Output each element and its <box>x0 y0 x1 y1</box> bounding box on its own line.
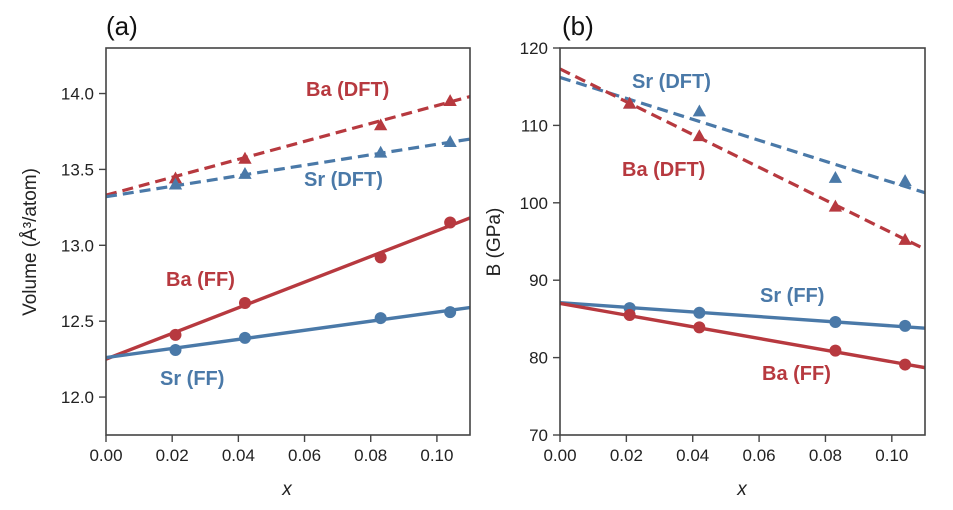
panel-b-frame <box>559 47 926 436</box>
panel-b-x-tick-label: 0.08 <box>809 446 842 465</box>
panel-a-point-sr-dft <box>168 177 183 190</box>
panel-a-point-sr-dft <box>443 135 457 147</box>
panel-b-point-ba-ff <box>693 321 706 334</box>
panel-a-x-tick-label: 0.10 <box>420 446 453 465</box>
panel-a-x-axis-label: x <box>281 479 293 500</box>
panel-b-y-tick-label: 120 <box>520 39 548 58</box>
panel-a: (a) 0.00 0.02 0.04 0.06 0.08 0.10 12.0 12.5 13.0… <box>20 11 471 500</box>
panel-b-label-ba-ff: Ba (FF) <box>762 363 831 385</box>
panel-a-point-sr-ff <box>444 306 457 319</box>
panel-b-fit-line-ba-dft <box>560 67 925 251</box>
panel-b-point-ba-dft <box>623 96 637 109</box>
panel-a-y-axis-label: Volume (Å³/atom) <box>20 168 41 316</box>
panel-a-y-tick-label: 13.0 <box>61 236 94 255</box>
panel-b-y-tick-label: 110 <box>521 116 548 135</box>
panel-a-fit-line-sr-dft <box>106 137 470 199</box>
panel-b-point-sr-ff <box>899 319 912 332</box>
panel-a-y-tick-label: 12.5 <box>61 312 94 331</box>
panel-a-fit-line-sr-ff <box>106 305 470 360</box>
panel-b-point-ba-dft <box>828 199 843 212</box>
panel-b-y-axis-label: B (GPa) <box>484 208 505 277</box>
panel-b-x-tick-label: 0.06 <box>743 446 776 465</box>
panel-b-y-tick-label: 80 <box>529 349 548 368</box>
panel-b-point-ba-dft <box>692 129 707 142</box>
panel-a-point-ba-dft <box>168 171 183 184</box>
panel-b: (b) 0.00 0.02 0.04 0.06 0.08 0.10 70 80 90 100 110… <box>484 11 926 500</box>
panel-b-point-sr-dft <box>828 171 843 183</box>
panel-a-point-ba-ff <box>169 328 182 341</box>
panel-b-fit-line-ba-ff <box>560 301 925 370</box>
panel-a-point-ba-ff <box>444 216 457 229</box>
panel-a-point-sr-ff <box>169 344 182 357</box>
panel-a-y-tick-label: 13.5 <box>61 160 94 179</box>
panel-a-y-tick-label: 12.0 <box>61 388 94 407</box>
panel-b-y-tick-label: 90 <box>529 271 548 290</box>
panel-a-point-ba-dft <box>443 94 457 107</box>
panel-a-point-ba-ff <box>238 296 251 309</box>
panel-a-axes: 0.00 0.02 0.04 0.06 0.08 0.10 12.0 12.5 13.0 13.5… <box>61 47 471 465</box>
panel-b-fit-line-sr-dft <box>560 75 925 195</box>
panel-b-point-sr-ff <box>829 315 842 328</box>
panel-b-y-tick-label: 100 <box>520 194 548 213</box>
panel-a-fit-line-ba-dft <box>106 95 470 197</box>
panel-b-point-ba-ff <box>623 309 636 322</box>
panel-a-fit-lines <box>106 95 470 361</box>
panel-a-x-tick-label: 0.04 <box>222 446 255 465</box>
panel-b-point-sr-dft <box>898 174 912 187</box>
panel-b-y-tick-label: 70 <box>529 426 548 445</box>
panel-a-label: (a) <box>106 11 138 41</box>
panel-b-label: (b) <box>562 11 594 41</box>
panel-b-label-sr-ff: Sr (FF) <box>760 285 824 307</box>
panel-a-y-tick-label: 14.0 <box>61 85 94 104</box>
panel-a-fit-line-ba-ff <box>106 216 470 361</box>
panel-b-point-sr-dft <box>692 104 707 117</box>
panel-a-label-ba-dft: Ba (DFT) <box>306 79 389 101</box>
panel-b-axes: 0.00 0.02 0.04 0.06 0.08 0.10 70 80 90 100 110 120 <box>520 39 926 465</box>
panel-a-point-sr-ff <box>374 312 387 325</box>
panel-b-point-ba-ff <box>829 344 842 357</box>
panel-a-point-ba-dft <box>238 151 252 164</box>
panel-b-point-ba-dft <box>898 232 912 245</box>
panel-a-point-sr-ff <box>238 331 251 344</box>
panel-b-x-tick-label: 0.00 <box>543 446 576 465</box>
panel-a-point-ba-ff <box>374 251 387 264</box>
panel-b-fit-lines <box>560 67 925 370</box>
panel-b-x-tick-label: 0.10 <box>875 446 908 465</box>
panel-b-point-ba-ff <box>899 358 912 371</box>
panel-a-x-tick-label: 0.02 <box>156 446 189 465</box>
panel-a-point-sr-dft <box>238 166 252 179</box>
panel-b-label-ba-dft: Ba (DFT) <box>622 159 705 181</box>
panel-a-point-sr-dft <box>374 145 388 158</box>
panel-a-frame <box>105 47 471 436</box>
panel-a-x-tick-label: 0.06 <box>288 446 321 465</box>
panel-b-fit-line-sr-ff <box>560 300 925 330</box>
panel-a-x-tick-label: 0.00 <box>89 446 122 465</box>
panel-b-label-sr-dft: Sr (DFT) <box>632 71 711 93</box>
panel-a-point-ba-dft <box>374 118 388 131</box>
panel-a-label-sr-ff: Sr (FF) <box>160 368 224 390</box>
panel-a-x-tick-label: 0.08 <box>354 446 387 465</box>
panel-a-label-sr-dft: Sr (DFT) <box>304 169 383 191</box>
panel-b-x-tick-label: 0.04 <box>676 446 709 465</box>
panel-a-label-ba-ff: Ba (FF) <box>166 269 235 291</box>
panel-b-x-axis-label: x <box>736 479 748 500</box>
panel-b-point-sr-ff <box>693 306 706 319</box>
panel-b-x-tick-label: 0.02 <box>610 446 643 465</box>
